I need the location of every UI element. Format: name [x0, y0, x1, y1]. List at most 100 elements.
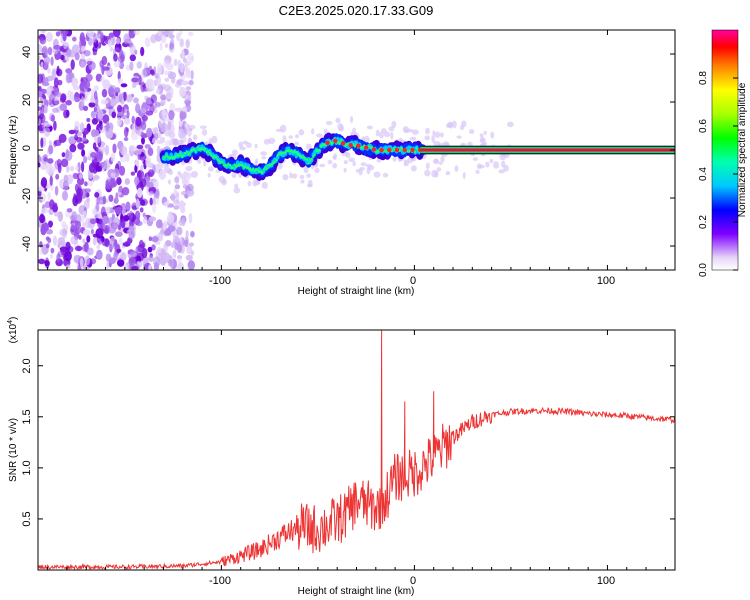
- spectrogram-scatter-blob: [70, 59, 75, 70]
- spectrogram-ridge-blob: [272, 161, 275, 165]
- spectrogram-scatter-blob: [181, 216, 186, 227]
- spectrogram-scatter-blob: [58, 133, 67, 143]
- spectrogram-halo-blob: [282, 135, 287, 143]
- spectrogram-halo-blob: [478, 164, 485, 169]
- spectrogram-scatter-blob: [168, 109, 175, 121]
- spectrogram-scatter-blob: [173, 58, 178, 66]
- spectrogram-scatter-blob: [131, 83, 137, 89]
- snr-x-tick-label: 100: [597, 575, 615, 587]
- spectrogram-scatter-blob: [183, 239, 189, 247]
- spectrogram-scatter-blob: [55, 173, 60, 180]
- spectrogram-scatter-blob: [96, 244, 100, 250]
- spectrogram-scatter-blob: [68, 136, 76, 144]
- spectrogram-scatter-blob: [70, 215, 76, 221]
- spectrogram-scatter-blob: [94, 129, 100, 136]
- spectrogram-ridge-blob: [247, 166, 250, 170]
- spectrogram-scatter-blob: [75, 220, 81, 230]
- spectrogram-ridge-blob: [239, 163, 242, 167]
- spectrogram-scatter-blob: [188, 242, 194, 247]
- colorbar-label: Normalized spectral amplitude: [737, 82, 748, 217]
- spectrogram-scatter-blob: [82, 210, 87, 219]
- spectrogram-ridge-blob: [298, 153, 301, 157]
- spectrogram-scatter-blob: [90, 96, 95, 104]
- spectrogram-scatter-blob: [169, 71, 173, 76]
- spectrogram-scatter-blob: [163, 30, 171, 36]
- spectrogram-scatter-blob: [79, 173, 83, 180]
- spectrogram-ridge-blob: [250, 168, 253, 172]
- spectrogram-ridge-blob: [321, 143, 324, 147]
- spectrogram-scatter-blob: [179, 110, 184, 122]
- spectrogram-ticks: [38, 30, 675, 270]
- spectrogram-ridge-blob: [193, 148, 196, 152]
- spectrogram-halo-blob: [376, 158, 382, 163]
- spectrogram-ridge-blob: [384, 150, 387, 153]
- spectrogram-ridge-blob: [238, 163, 241, 167]
- spectrogram-ridge-blob: [179, 152, 182, 156]
- spectrogram-scatter-blob: [115, 192, 119, 204]
- spectrogram-scatter-blob: [176, 226, 183, 236]
- spectrogram-scatter-blob: [76, 227, 81, 235]
- spectrogram-ridge-blob: [205, 150, 208, 154]
- spectrogram-scatter-blob: [66, 174, 74, 185]
- spectrogram-scatter-blob: [109, 85, 117, 96]
- spectrogram-scatter-blob: [129, 54, 136, 62]
- spectrogram-scatter-blob: [98, 162, 105, 167]
- spectrogram-scatter-blob: [53, 211, 62, 217]
- spectrogram-scatter-blob: [111, 111, 117, 119]
- spectrogram-scatter-blob: [180, 206, 186, 214]
- spectrogram-scatter-blob: [129, 43, 136, 55]
- spectrogram-ridge-blob: [253, 169, 256, 173]
- spectrogram-halo-blob: [434, 170, 439, 178]
- spectrogram-scatter-blob: [144, 37, 151, 48]
- spectrogram-scatter-blob: [80, 257, 84, 269]
- colorbar-tick-label: 0.8: [698, 71, 709, 85]
- spectrogram-scatter-blob: [181, 177, 187, 184]
- spectrogram-ridge-blob: [361, 145, 364, 149]
- spectrogram-ridge-blob: [299, 154, 302, 158]
- spectrogram-scatter-blob: [77, 142, 85, 150]
- spectrogram-scatter-blob: [43, 56, 51, 65]
- spectrogram-halo-blob: [352, 160, 356, 167]
- spectrogram-ridge-blob: [194, 150, 197, 154]
- spectrogram-halo-blob: [493, 161, 500, 169]
- spectrogram-ridge-blob: [196, 146, 199, 150]
- spectrogram-scatter-blob: [140, 121, 147, 131]
- spectrogram-scatter-blob: [135, 116, 142, 127]
- snr-scale-exponent: 4: [7, 320, 14, 324]
- spectrogram-scatter-blob: [155, 188, 160, 199]
- spectrogram-scatter-blob: [140, 46, 145, 57]
- spectrogram-ridge-blob: [258, 170, 261, 174]
- spectrogram-scatter-blob: [80, 61, 85, 68]
- spectrogram-scatter-blob: [167, 259, 173, 267]
- spectrogram-halo-blob: [390, 132, 394, 140]
- spectrogram-scatter-blob: [112, 30, 121, 38]
- spectrogram-scatter-blob: [98, 120, 103, 125]
- snr-scale-suffix: ): [8, 317, 19, 320]
- spectrogram-scatter-blob: [124, 178, 130, 185]
- spectrogram-halo-blob: [303, 166, 309, 174]
- colorbar-tick-label: 0.0: [698, 263, 709, 277]
- spectrogram-scatter-blob: [39, 214, 45, 224]
- spectrogram-halo-blob: [260, 151, 268, 156]
- spectrogram-scatter-blob: [186, 183, 194, 192]
- spectrogram-ridge-blob: [273, 160, 276, 164]
- spectrogram-scatter-blob: [115, 37, 121, 45]
- spectrogram-scatter-blob: [112, 143, 117, 154]
- spectrogram-scatter-blob: [77, 131, 82, 137]
- spectrogram-scatter-blob: [113, 61, 121, 68]
- spectrogram-scatter-blob: [54, 185, 59, 196]
- spectrogram-scatter-blob: [120, 83, 128, 88]
- spectrogram-halo-blob: [185, 165, 193, 172]
- spectrogram-scatter-blob: [86, 235, 91, 243]
- spectrogram-scatter-blob: [42, 98, 49, 108]
- spectrogram-ridge-blob: [275, 158, 278, 162]
- spectrogram-scatter-blob: [173, 205, 180, 210]
- spectrogram-halo-blob: [461, 120, 467, 128]
- spectrogram-ridge-blob: [306, 157, 309, 161]
- spectrogram-ridge-blob: [340, 139, 343, 143]
- spectrogram-scatter-blob: [38, 55, 41, 61]
- spectrogram-scatter-blob: [185, 254, 193, 261]
- spectrogram-scatter-blob: [166, 213, 175, 224]
- spectrogram-ridge-blob: [338, 141, 341, 145]
- spectrogram-halo-blob: [188, 124, 196, 130]
